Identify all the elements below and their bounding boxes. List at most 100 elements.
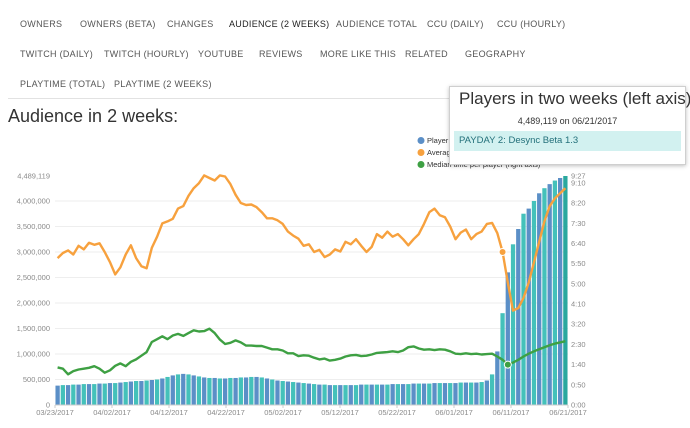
bar xyxy=(71,384,76,405)
bar xyxy=(338,385,343,405)
bar xyxy=(400,384,406,405)
bar xyxy=(322,384,327,405)
y-tick-label-right: 5:50 xyxy=(571,259,586,268)
bar xyxy=(495,351,500,405)
tab-ccu-daily[interactable]: CCU (DAILY) xyxy=(427,19,484,29)
tab-related[interactable]: RELATED xyxy=(405,49,448,59)
bar xyxy=(202,377,207,405)
x-tick-label: 04/02/2017 xyxy=(93,408,131,417)
tab-more-like-this[interactable]: MORE LIKE THIS xyxy=(320,49,397,59)
bar xyxy=(149,380,154,405)
tab-reviews[interactable]: REVIEWS xyxy=(259,49,303,59)
bar xyxy=(212,377,217,405)
x-tick-label: 06/21/2017 xyxy=(549,408,587,417)
bar xyxy=(469,382,474,405)
bar xyxy=(81,384,86,405)
median-line xyxy=(57,327,566,376)
y-tick-label-right: 0:50 xyxy=(571,380,586,389)
bar xyxy=(175,374,181,405)
bar xyxy=(327,385,332,405)
x-tick-label: 05/12/2017 xyxy=(321,408,359,417)
bar xyxy=(453,383,458,405)
bar xyxy=(306,383,312,405)
bar xyxy=(552,180,558,405)
bar xyxy=(264,378,270,405)
bar xyxy=(76,384,81,405)
bar xyxy=(458,382,463,405)
tab-youtube[interactable]: YOUTUBE xyxy=(198,49,244,59)
y-tick-label-right: 9:27 xyxy=(571,172,586,181)
bar xyxy=(196,376,202,405)
tab-changes[interactable]: CHANGES xyxy=(167,19,214,29)
tab-playtime-2-weeks[interactable]: PLAYTIME (2 WEEKS) xyxy=(114,79,212,89)
tab-geography[interactable]: GEOGRAPHY xyxy=(465,49,526,59)
tab-owners-beta[interactable]: OWNERS (BETA) xyxy=(80,19,156,29)
tooltip-item-row: PAYDAY 2: Desync Beta 1.3 xyxy=(454,131,681,151)
bar xyxy=(86,384,92,405)
bar xyxy=(165,376,170,405)
bar xyxy=(437,383,442,405)
bar xyxy=(516,229,521,405)
bar xyxy=(118,382,123,405)
bar xyxy=(296,382,301,405)
y-tick-label-left: 1,000,000 xyxy=(17,349,50,358)
bar xyxy=(123,382,128,405)
bar xyxy=(207,377,212,405)
bar xyxy=(374,384,380,405)
bar xyxy=(332,385,338,405)
bar xyxy=(254,376,259,405)
bar xyxy=(181,373,186,405)
x-tick-label: 03/23/2017 xyxy=(36,408,74,417)
bar xyxy=(390,384,395,405)
page-title: Audience in 2 weeks: xyxy=(8,106,179,126)
bar xyxy=(55,385,60,405)
bar xyxy=(160,378,165,405)
bar xyxy=(280,381,285,405)
bar xyxy=(191,375,196,405)
bar xyxy=(489,374,495,405)
y-tick-label-left: 1,500,000 xyxy=(17,324,50,333)
x-tick-label: 06/11/2017 xyxy=(493,408,530,417)
bar xyxy=(547,184,552,405)
bar xyxy=(563,176,568,405)
tab-twitch-hourly[interactable]: TWITCH (HOURLY) xyxy=(104,49,189,59)
y-tick-label-left: 2,000,000 xyxy=(17,298,50,307)
y-tick-label-left: 2,500,000 xyxy=(17,273,50,282)
tab-audience-2-weeks[interactable]: AUDIENCE (2 WEEKS) xyxy=(229,19,330,29)
bar xyxy=(65,385,71,405)
bar xyxy=(113,383,118,405)
bar xyxy=(353,385,359,405)
tab-playtime-total[interactable]: PLAYTIME (TOTAL) xyxy=(20,79,106,89)
y-tick-label-right: 7:30 xyxy=(571,219,586,228)
bar xyxy=(228,377,233,405)
x-tick-label: 05/22/2017 xyxy=(378,408,416,417)
bar xyxy=(249,376,254,405)
y-tick-label-right: 9:10 xyxy=(571,178,586,187)
median-marker xyxy=(503,360,512,369)
bar xyxy=(505,272,510,405)
bar xyxy=(259,377,264,405)
bar xyxy=(139,381,144,405)
legend-label: Averag xyxy=(427,148,451,157)
legend-marker xyxy=(417,149,425,156)
bar xyxy=(369,384,374,405)
bar xyxy=(427,383,432,405)
tab-owners[interactable]: OWNERS xyxy=(20,19,63,29)
bar xyxy=(233,377,238,405)
y-tick-label-right: 1:40 xyxy=(571,360,586,369)
y-tick-label-right: 2:30 xyxy=(571,340,586,349)
y-tick-label-right: 4:10 xyxy=(571,300,586,309)
tab-audience-total[interactable]: AUDIENCE TOTAL xyxy=(336,19,418,29)
tab-ccu-hourly[interactable]: CCU (HOURLY) xyxy=(497,19,566,29)
bar xyxy=(479,382,484,405)
legend-marker xyxy=(417,137,425,144)
bar xyxy=(144,380,149,405)
bar xyxy=(343,385,348,405)
bar xyxy=(416,383,421,405)
tab-twitch-daily[interactable]: TWITCH (DAILY) xyxy=(20,49,94,59)
y-tick-label-right: 0:00 xyxy=(571,401,586,410)
bar xyxy=(385,384,390,405)
y-tick-label-left: 4,489,119 xyxy=(17,172,50,181)
bar xyxy=(285,381,291,405)
bar xyxy=(463,382,469,405)
